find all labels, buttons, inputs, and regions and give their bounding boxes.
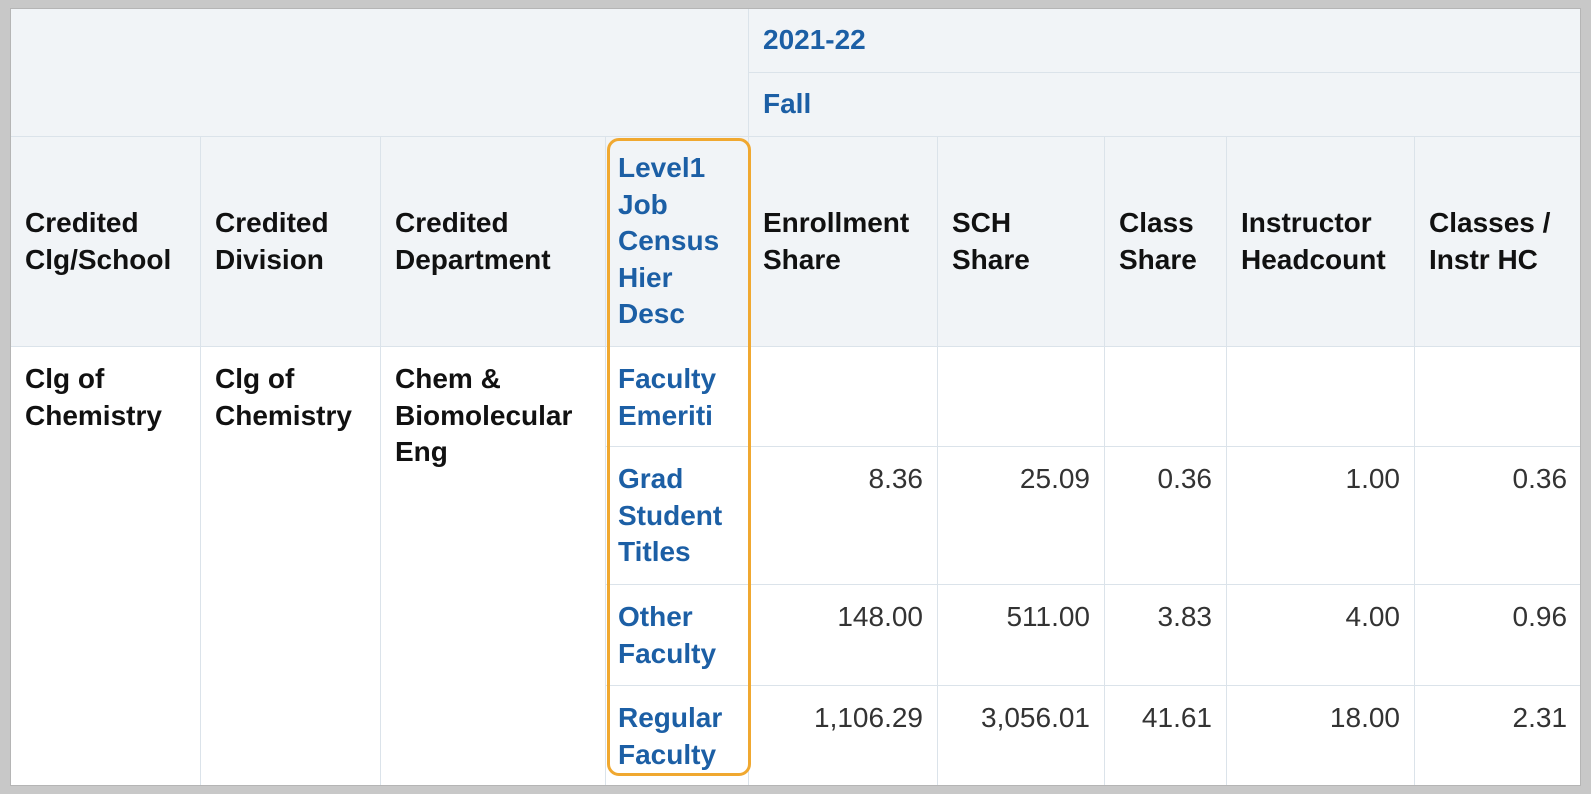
column-header-level1[interactable]: Level1 Job Census Hier Desc [605, 136, 749, 347]
column-header-enrollment-share: Enrollment Share [748, 136, 938, 347]
classes-per-instr-cell: 0.96 [1413, 584, 1581, 686]
row-header-level1[interactable]: Faculty Emeriti [605, 346, 749, 447]
column-header-department: Credited Department [380, 136, 606, 347]
column-header-division: Credited Division [200, 136, 381, 347]
row-header-division: Clg of Chemistry [200, 346, 381, 786]
instructor-headcount-cell [1226, 346, 1415, 447]
column-header-sch-share: SCH Share [937, 136, 1105, 347]
corner-cell [10, 8, 749, 137]
class-share-cell: 41.61 [1104, 685, 1227, 786]
row-header-level1[interactable]: Grad Student Titles [605, 446, 749, 585]
column-header-class-share: Class Share [1104, 136, 1227, 347]
sch-share-cell: 511.00 [937, 584, 1105, 686]
classes-per-instr-cell [1413, 346, 1581, 447]
sch-share-cell: 25.09 [937, 446, 1105, 585]
table-row: Regular Faculty 1,106.29 3,056.01 41.61 … [11, 685, 1581, 786]
column-header-college: Credited Clg/School [10, 136, 201, 347]
row-header-department: Chem & Biomolecular Eng [380, 346, 606, 786]
classes-per-instr-cell: 2.31 [1413, 685, 1581, 786]
classes-per-instr-cell: 0.36 [1413, 446, 1581, 585]
column-header-instructor-headcount: Instructor Headcount [1226, 136, 1415, 347]
instructor-headcount-cell: 1.00 [1226, 446, 1415, 585]
pivot-table-view: 2021-22 Fall Credited Clg/School Credite… [10, 8, 1581, 786]
enrollment-share-cell [748, 346, 938, 447]
enrollment-share-cell: 148.00 [748, 584, 938, 686]
table-row: Clg of Chemistry Clg of Chemistry Chem &… [10, 346, 1581, 786]
instructor-headcount-cell: 4.00 [1226, 584, 1415, 686]
enrollment-share-cell: 1,106.29 [748, 685, 938, 786]
row-header-level1[interactable]: Other Faculty [605, 584, 749, 686]
instructor-headcount-cell: 18.00 [1226, 685, 1415, 786]
class-share-cell [1104, 346, 1227, 447]
sch-share-cell: 3,056.01 [937, 685, 1105, 786]
year-header[interactable]: 2021-22 [747, 8, 1581, 73]
row-header-level1[interactable]: Regular Faculty [605, 685, 749, 786]
row-header-college: Clg of Chemistry [10, 346, 201, 786]
class-share-cell: 0.36 [1104, 446, 1227, 585]
table-row: Other Faculty 148.00 511.00 3.83 4.00 0.… [11, 584, 1581, 686]
sch-share-cell [937, 346, 1105, 447]
term-header[interactable]: Fall [747, 72, 1581, 137]
table-row: Grad Student Titles 8.36 25.09 0.36 1.00… [11, 446, 1581, 585]
enrollment-share-cell: 8.36 [748, 446, 938, 585]
class-share-cell: 3.83 [1104, 584, 1227, 686]
column-header-classes-per-instr: Classes / Instr HC [1413, 136, 1581, 347]
pivot-table: 2021-22 Fall Credited Clg/School Credite… [10, 8, 1581, 786]
